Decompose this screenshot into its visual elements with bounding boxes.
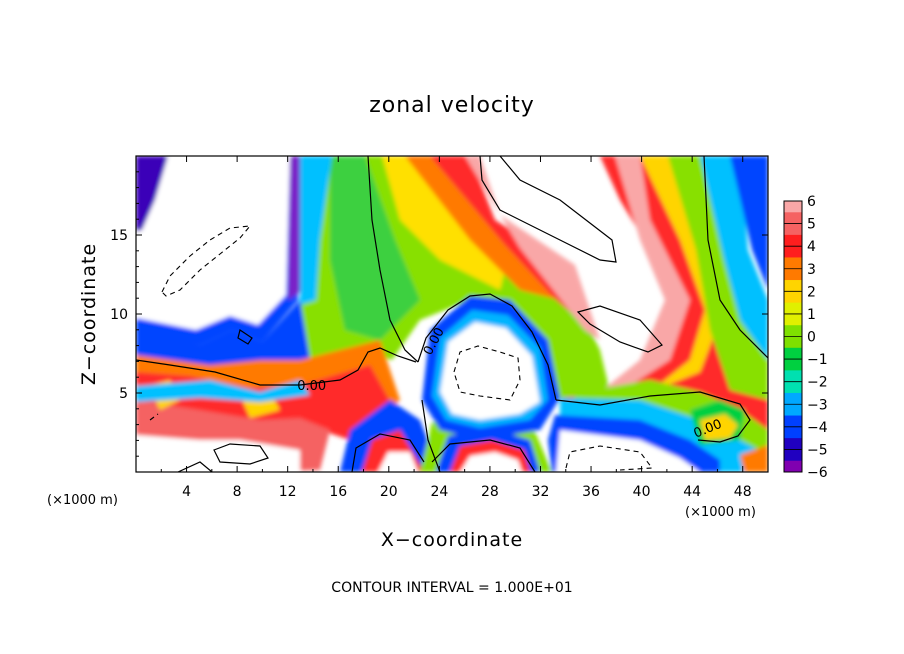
colorbar-label: −3 <box>807 397 828 413</box>
colorbar-label: 6 <box>807 194 816 210</box>
colorbar-swatch-half <box>784 347 802 360</box>
colorbar-label: −5 <box>807 442 828 458</box>
colorbar-label: −6 <box>807 465 828 481</box>
contour-lines <box>136 156 768 472</box>
x-tick-label: 48 <box>734 484 752 500</box>
colorbar-label: 0 <box>807 330 816 346</box>
y-axis-label: Z−coordinate <box>78 243 100 385</box>
colorbar-label: 4 <box>807 239 816 255</box>
colorbar-swatch-half <box>784 325 802 337</box>
velocity-field <box>136 156 768 472</box>
y-axis-ticks: 5 10 15 <box>110 171 768 457</box>
contour-label: 0.00 <box>297 379 326 394</box>
y-tick-label: 10 <box>110 307 128 323</box>
colorbar-swatch-half <box>784 392 802 405</box>
colorbar-swatch-half <box>784 234 802 247</box>
colorbar-label: 3 <box>807 262 816 278</box>
colorbar: 6 5 4 3 2 1 0 −1 −2 −3 −4 −5 −6 <box>783 194 828 481</box>
colorbar-swatch-half <box>784 302 802 314</box>
x-tick-label: 40 <box>633 484 651 500</box>
x-tick-label: 16 <box>329 484 347 500</box>
colorbar-label: 1 <box>807 307 816 323</box>
x-axis-ticks: 4 8 12 16 20 24 28 32 36 40 44 48 <box>160 156 752 500</box>
colorbar-swatch-half <box>784 280 802 292</box>
colorbar-swatch-half <box>784 257 802 269</box>
contour-lines-negative <box>149 225 654 471</box>
x-tick-label: 44 <box>683 484 701 500</box>
colorbar-label: 5 <box>807 217 816 233</box>
x-unit-right: (×1000 m) <box>685 505 756 520</box>
contour-interval-note: CONTOUR INTERVAL = 1.000E+01 <box>331 580 572 596</box>
x-tick-label: 4 <box>182 484 191 500</box>
colorbar-label: 2 <box>807 284 816 300</box>
colorbar-swatch-half <box>784 212 802 224</box>
x-tick-label: 20 <box>380 484 398 500</box>
colorbar-label: −2 <box>807 375 828 391</box>
x-tick-label: 8 <box>233 484 242 500</box>
colorbar-label: −4 <box>807 420 828 436</box>
x-tick-label: 36 <box>582 484 600 500</box>
x-tick-label: 28 <box>481 484 499 500</box>
colorbar-swatch-half <box>784 415 802 427</box>
x-tick-label: 32 <box>532 484 550 500</box>
x-tick-label: 24 <box>430 484 448 500</box>
colorbar-swatch-half <box>784 438 802 450</box>
contour-label-text: 0.00 <box>297 379 326 394</box>
colorbar-label: −1 <box>807 352 828 368</box>
colorbar-swatch-half <box>784 370 802 382</box>
x-unit-left: (×1000 m) <box>47 493 118 508</box>
x-tick-label: 12 <box>279 484 297 500</box>
colorbar-swatch-half <box>784 460 802 472</box>
y-tick-label: 5 <box>119 386 128 402</box>
y-tick-label: 15 <box>110 228 128 244</box>
x-axis-label: X−coordinate <box>381 529 523 551</box>
chart-title: zonal velocity <box>369 93 535 118</box>
